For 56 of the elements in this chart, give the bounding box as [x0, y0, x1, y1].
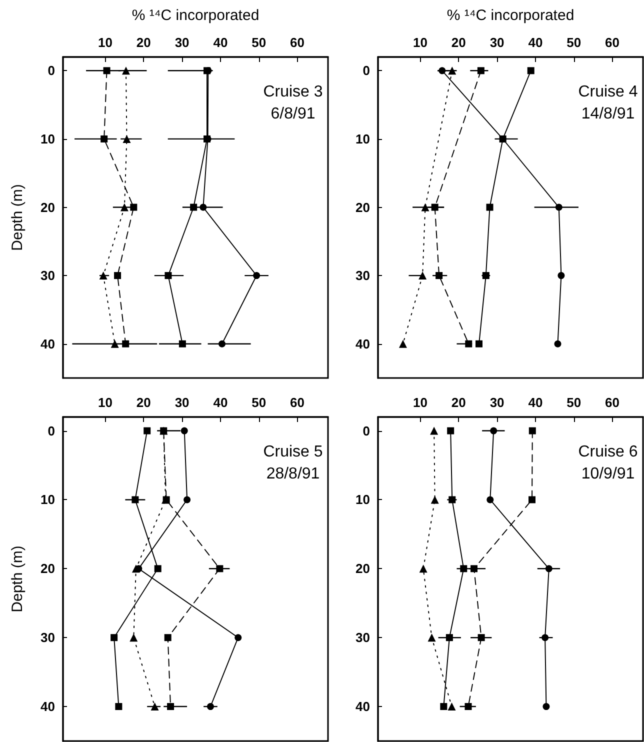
y-axis-title: Depth (m) — [9, 184, 26, 251]
x-axis-title: % ¹⁴C incorporated — [132, 7, 260, 24]
x-axis-title: % ¹⁴C incorporated — [446, 7, 574, 24]
x-tick-label: 20 — [451, 35, 466, 50]
x-tick-label: 10 — [98, 35, 112, 50]
y-tick-label: 40 — [356, 699, 370, 714]
x-tick-label: 60 — [605, 35, 620, 50]
y-tick-label: 40 — [40, 336, 55, 352]
y-tick-label: 0 — [48, 423, 55, 438]
y-tick-label: 20 — [356, 200, 370, 215]
x-tick-label: 30 — [490, 395, 504, 410]
x-tick-label: 20 — [136, 35, 151, 50]
x-tick-label: 50 — [566, 35, 582, 50]
y-tick-label: 30 — [356, 630, 370, 646]
text: 14/8/91 — [581, 106, 635, 122]
text: Cruise 3 — [263, 84, 323, 100]
x-tick-label: 20 — [451, 395, 466, 410]
text: 28/8/91 — [266, 466, 320, 482]
x-tick-label: 60 — [605, 395, 620, 410]
x-tick-label: 40 — [213, 35, 228, 50]
x-tick-label: 30 — [174, 35, 190, 50]
text: Cruise 5 — [263, 444, 323, 460]
y-tick-label: 30 — [356, 268, 370, 284]
y-tick-label: 10 — [356, 492, 370, 508]
y-tick-label: 0 — [48, 63, 55, 78]
y-tick-label: 10 — [356, 131, 370, 146]
text: Cruise 6 — [578, 444, 638, 460]
x-tick-label: 20 — [136, 395, 151, 410]
x-tick-label: 30 — [174, 395, 190, 410]
x-tick-label: 50 — [252, 395, 266, 410]
text: 6/8/91 — [270, 106, 316, 122]
y-tick-label: 40 — [356, 336, 370, 352]
x-tick-label: 10 — [413, 395, 428, 410]
x-tick-label: 40 — [528, 395, 543, 410]
text: Cruise 4 — [578, 84, 638, 100]
x-tick-label: 10 — [413, 35, 428, 50]
y-tick-label: 10 — [40, 492, 55, 508]
x-tick-label: 40 — [213, 395, 228, 410]
y-tick-label: 20 — [40, 200, 55, 215]
x-tick-label: 50 — [252, 35, 266, 50]
text: 10/9/91 — [581, 466, 635, 482]
y-tick-label: 30 — [40, 268, 55, 284]
y-tick-label: 0 — [362, 63, 370, 78]
y-tick-label: 20 — [356, 561, 370, 576]
y-tick-label: 20 — [40, 561, 55, 576]
y-tick-label: 30 — [40, 630, 55, 646]
y-tick-label: 0 — [362, 423, 370, 438]
x-tick-label: 10 — [98, 395, 112, 410]
y-tick-label: 10 — [40, 131, 55, 146]
x-tick-label: 40 — [528, 35, 543, 50]
x-tick-label: 30 — [490, 35, 504, 50]
x-tick-label: 50 — [566, 395, 582, 410]
y-axis-title: Depth (m) — [9, 546, 26, 612]
y-tick-label: 40 — [40, 699, 55, 714]
x-tick-label: 60 — [290, 35, 305, 50]
x-tick-label: 60 — [290, 395, 305, 410]
